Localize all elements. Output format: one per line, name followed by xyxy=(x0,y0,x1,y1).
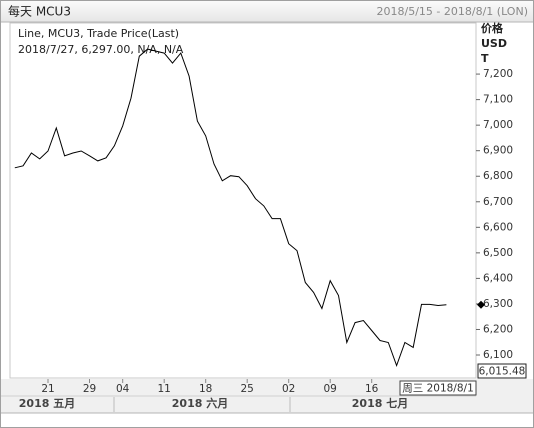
y-tick-label: 6,500 xyxy=(483,247,513,259)
x-tick-label: 09 xyxy=(324,383,337,395)
y-tick-label: 6,600 xyxy=(483,221,513,233)
y-tick-label: 7,000 xyxy=(483,119,513,131)
month-label: 2018 五月 xyxy=(19,397,75,410)
x-tick-label: 29 xyxy=(83,383,96,395)
header-bar xyxy=(1,1,533,22)
chart-subtitle: 2018/5/15 - 2018/8/1 (LON) xyxy=(377,5,528,18)
legend-entry: Line, MCU3, Trade Price(Last) xyxy=(18,27,179,40)
last-value-marker xyxy=(477,300,485,309)
x-tick-label: 04 xyxy=(116,383,130,395)
y-tick-label: 7,200 xyxy=(483,68,513,80)
y-axis-label: USD xyxy=(481,37,507,50)
x-tick-label: 11 xyxy=(158,383,171,395)
x-tick-label: 18 xyxy=(199,383,212,395)
cursor-date-box xyxy=(399,380,477,396)
x-tick-label: 02 xyxy=(282,383,295,395)
cursor-date: 周三 2018/8/1 xyxy=(402,383,474,395)
y-tick-label: 6,700 xyxy=(483,196,513,208)
y-tick-label: 6,100 xyxy=(483,349,513,361)
annotation: 2018/7/27, 6,297.00, N/A, N/A xyxy=(18,43,184,56)
month-label: 2018 六月 xyxy=(172,396,228,410)
y-tick-label: 6,400 xyxy=(483,272,513,284)
series-line xyxy=(14,48,447,367)
plot-area xyxy=(9,22,477,379)
y-tick-label: 6,800 xyxy=(483,170,513,182)
month-label: 2018 七月 xyxy=(352,396,408,410)
y-axis-label: T xyxy=(481,52,489,65)
y-axis-label: 价格 xyxy=(481,21,504,35)
x-tick-label: 16 xyxy=(365,383,379,395)
cursor-value: 6,015.48 xyxy=(479,366,526,378)
cursor-value-box xyxy=(477,363,527,379)
chart-title: 每天 MCU3 xyxy=(8,4,71,19)
y-tick-label: 6,300 xyxy=(483,298,513,310)
y-tick-label: 6,200 xyxy=(483,323,513,335)
x-tick-label: 25 xyxy=(241,383,254,395)
x-tick-label: 21 xyxy=(41,383,54,395)
y-tick-label: 7,100 xyxy=(483,94,513,106)
y-tick-label: 6,900 xyxy=(483,145,513,157)
